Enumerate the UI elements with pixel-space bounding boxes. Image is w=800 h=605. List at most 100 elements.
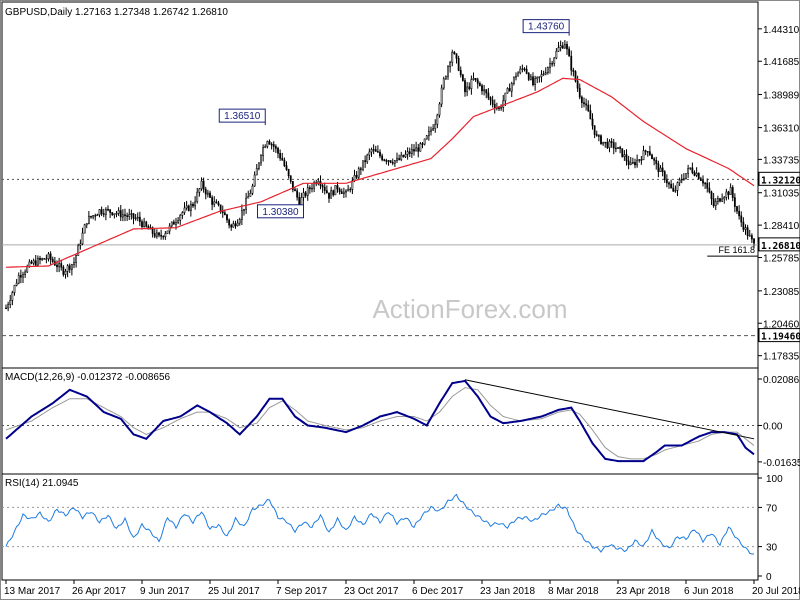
candle-body	[134, 217, 137, 220]
candle-body	[674, 190, 677, 192]
candle-body	[247, 196, 250, 199]
candle-body	[729, 187, 732, 195]
macd-title: MACD(12,26,9) -0.012372 -0.008656	[5, 372, 171, 383]
candle-body	[336, 185, 339, 190]
candle-body	[41, 258, 44, 260]
candle-body	[457, 58, 460, 71]
candle-body	[614, 147, 617, 150]
candle-body	[194, 201, 197, 207]
candle-body	[723, 196, 726, 200]
candle-body	[100, 209, 103, 214]
candle-body	[5, 307, 7, 310]
candle-body	[455, 53, 458, 59]
candle-body	[34, 260, 37, 266]
candle-body	[196, 191, 199, 203]
candle-body	[438, 103, 441, 116]
candle-body	[164, 233, 167, 238]
candle-body	[245, 197, 248, 210]
candle-body	[217, 202, 220, 206]
candle-body	[338, 188, 341, 192]
candle-body	[523, 68, 526, 70]
candle-body	[151, 227, 154, 234]
candle-body	[574, 71, 577, 82]
y-tick-label-10: 1.17835	[763, 352, 800, 363]
candle-body	[155, 232, 158, 237]
candle-body	[555, 50, 558, 59]
candle-body	[228, 219, 231, 226]
price-label-box-1	[522, 19, 570, 34]
candle-body	[710, 191, 713, 200]
candle-body	[143, 221, 146, 228]
candle-body	[432, 128, 435, 131]
candle-body	[746, 227, 749, 237]
candle-body	[578, 87, 581, 98]
rsi-tick-label-3: 0	[766, 572, 772, 583]
candle-body	[629, 162, 632, 165]
candle-body	[646, 151, 649, 153]
candle-body	[308, 187, 311, 190]
price-label-box-2	[257, 204, 304, 219]
candle-body	[553, 57, 556, 64]
candle-body	[419, 143, 422, 152]
candle-body	[96, 214, 99, 217]
candle-body	[7, 304, 10, 309]
candle-body	[532, 76, 534, 85]
candle-body	[145, 221, 148, 227]
candle-body	[697, 172, 700, 180]
price-label-text-2: 1.30380	[262, 207, 299, 218]
candle-body	[427, 131, 430, 137]
candle-body	[470, 79, 473, 90]
candle-body	[542, 73, 545, 75]
candle-body	[381, 155, 384, 161]
candle-body	[240, 210, 243, 220]
candle-body	[549, 63, 551, 69]
candle-body	[623, 154, 626, 157]
candle-body	[368, 151, 371, 156]
candle-body	[604, 141, 607, 144]
candle-body	[253, 174, 256, 187]
candle-body	[272, 144, 275, 147]
candle-body	[506, 88, 509, 94]
candle-body	[580, 96, 583, 103]
candle-body	[264, 146, 267, 148]
candle-body	[430, 129, 432, 132]
candle-body	[66, 265, 69, 272]
candle-body	[557, 47, 560, 52]
candle-body	[483, 89, 486, 92]
candle-body	[366, 154, 369, 163]
candle-body	[376, 151, 379, 153]
candle-body	[481, 85, 483, 92]
candle-body	[693, 172, 696, 176]
candle-body	[306, 187, 309, 196]
candle-body	[491, 99, 494, 105]
candle-body	[725, 191, 728, 198]
candle-body	[529, 76, 532, 80]
candle-body	[631, 162, 634, 164]
candle-body	[347, 188, 350, 192]
candle-body	[685, 173, 687, 179]
candle-body	[383, 159, 386, 161]
candle-body	[561, 45, 564, 49]
candle-body	[636, 159, 639, 166]
candle-body	[393, 160, 396, 164]
candle-body	[281, 157, 284, 161]
price-label-text-1: 1.43760	[528, 22, 565, 33]
candle-body	[417, 147, 420, 152]
candle-body	[576, 80, 579, 89]
candle-body	[540, 74, 543, 78]
candle-body	[138, 216, 141, 222]
candle-body	[204, 188, 207, 195]
candle-body	[62, 266, 65, 275]
candle-body	[232, 223, 235, 228]
y-tick-label-2: 1.38989	[763, 91, 800, 102]
candle-body	[680, 179, 683, 181]
candle-body	[753, 238, 755, 244]
candle-body	[60, 263, 63, 268]
candle-body	[559, 45, 562, 48]
candle-body	[187, 205, 190, 211]
candle-body	[115, 213, 118, 215]
candle-body	[126, 215, 129, 217]
candle-body	[570, 55, 573, 71]
candles	[5, 40, 755, 312]
